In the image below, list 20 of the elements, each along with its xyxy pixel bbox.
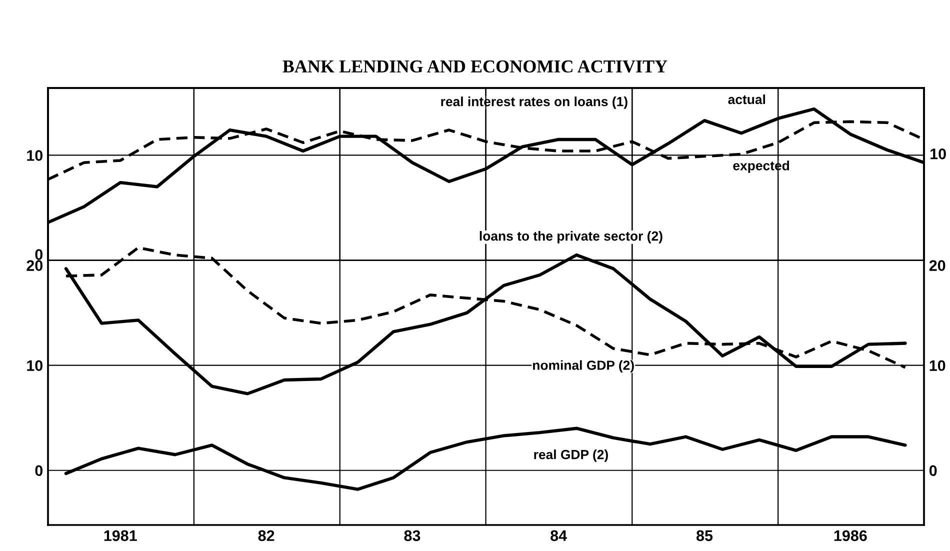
series-label: actual	[728, 94, 766, 104]
y-tick-label: 10	[27, 150, 43, 161]
x-tick-label: 82	[258, 530, 274, 542]
y2-tick-label: 0	[929, 465, 937, 476]
series-label: loans to the private sector (2)	[480, 231, 662, 244]
y-tick-label: 10	[27, 360, 43, 372]
series-label: real GDP (2)	[534, 450, 608, 462]
x-tick-label: 83	[404, 530, 420, 542]
y2-tick-label: 20	[929, 260, 946, 271]
text: 10	[930, 148, 946, 160]
y-tick-label: 20	[26, 260, 43, 271]
chart-title: BANK LENDING AND ECONOMIC ACTIVITY	[282, 60, 668, 73]
x-tick-label: 1981	[104, 530, 137, 542]
x-tick-label: 84	[550, 530, 567, 542]
y2-tick-label: 10	[930, 360, 946, 372]
y-tick-label: 0	[35, 249, 43, 260]
x-tick-label: 85	[696, 530, 713, 542]
y-tick-label: 0	[35, 465, 43, 476]
series-label: nominal GDP (2)	[533, 360, 634, 373]
x-tick-label: 1986	[834, 530, 867, 542]
